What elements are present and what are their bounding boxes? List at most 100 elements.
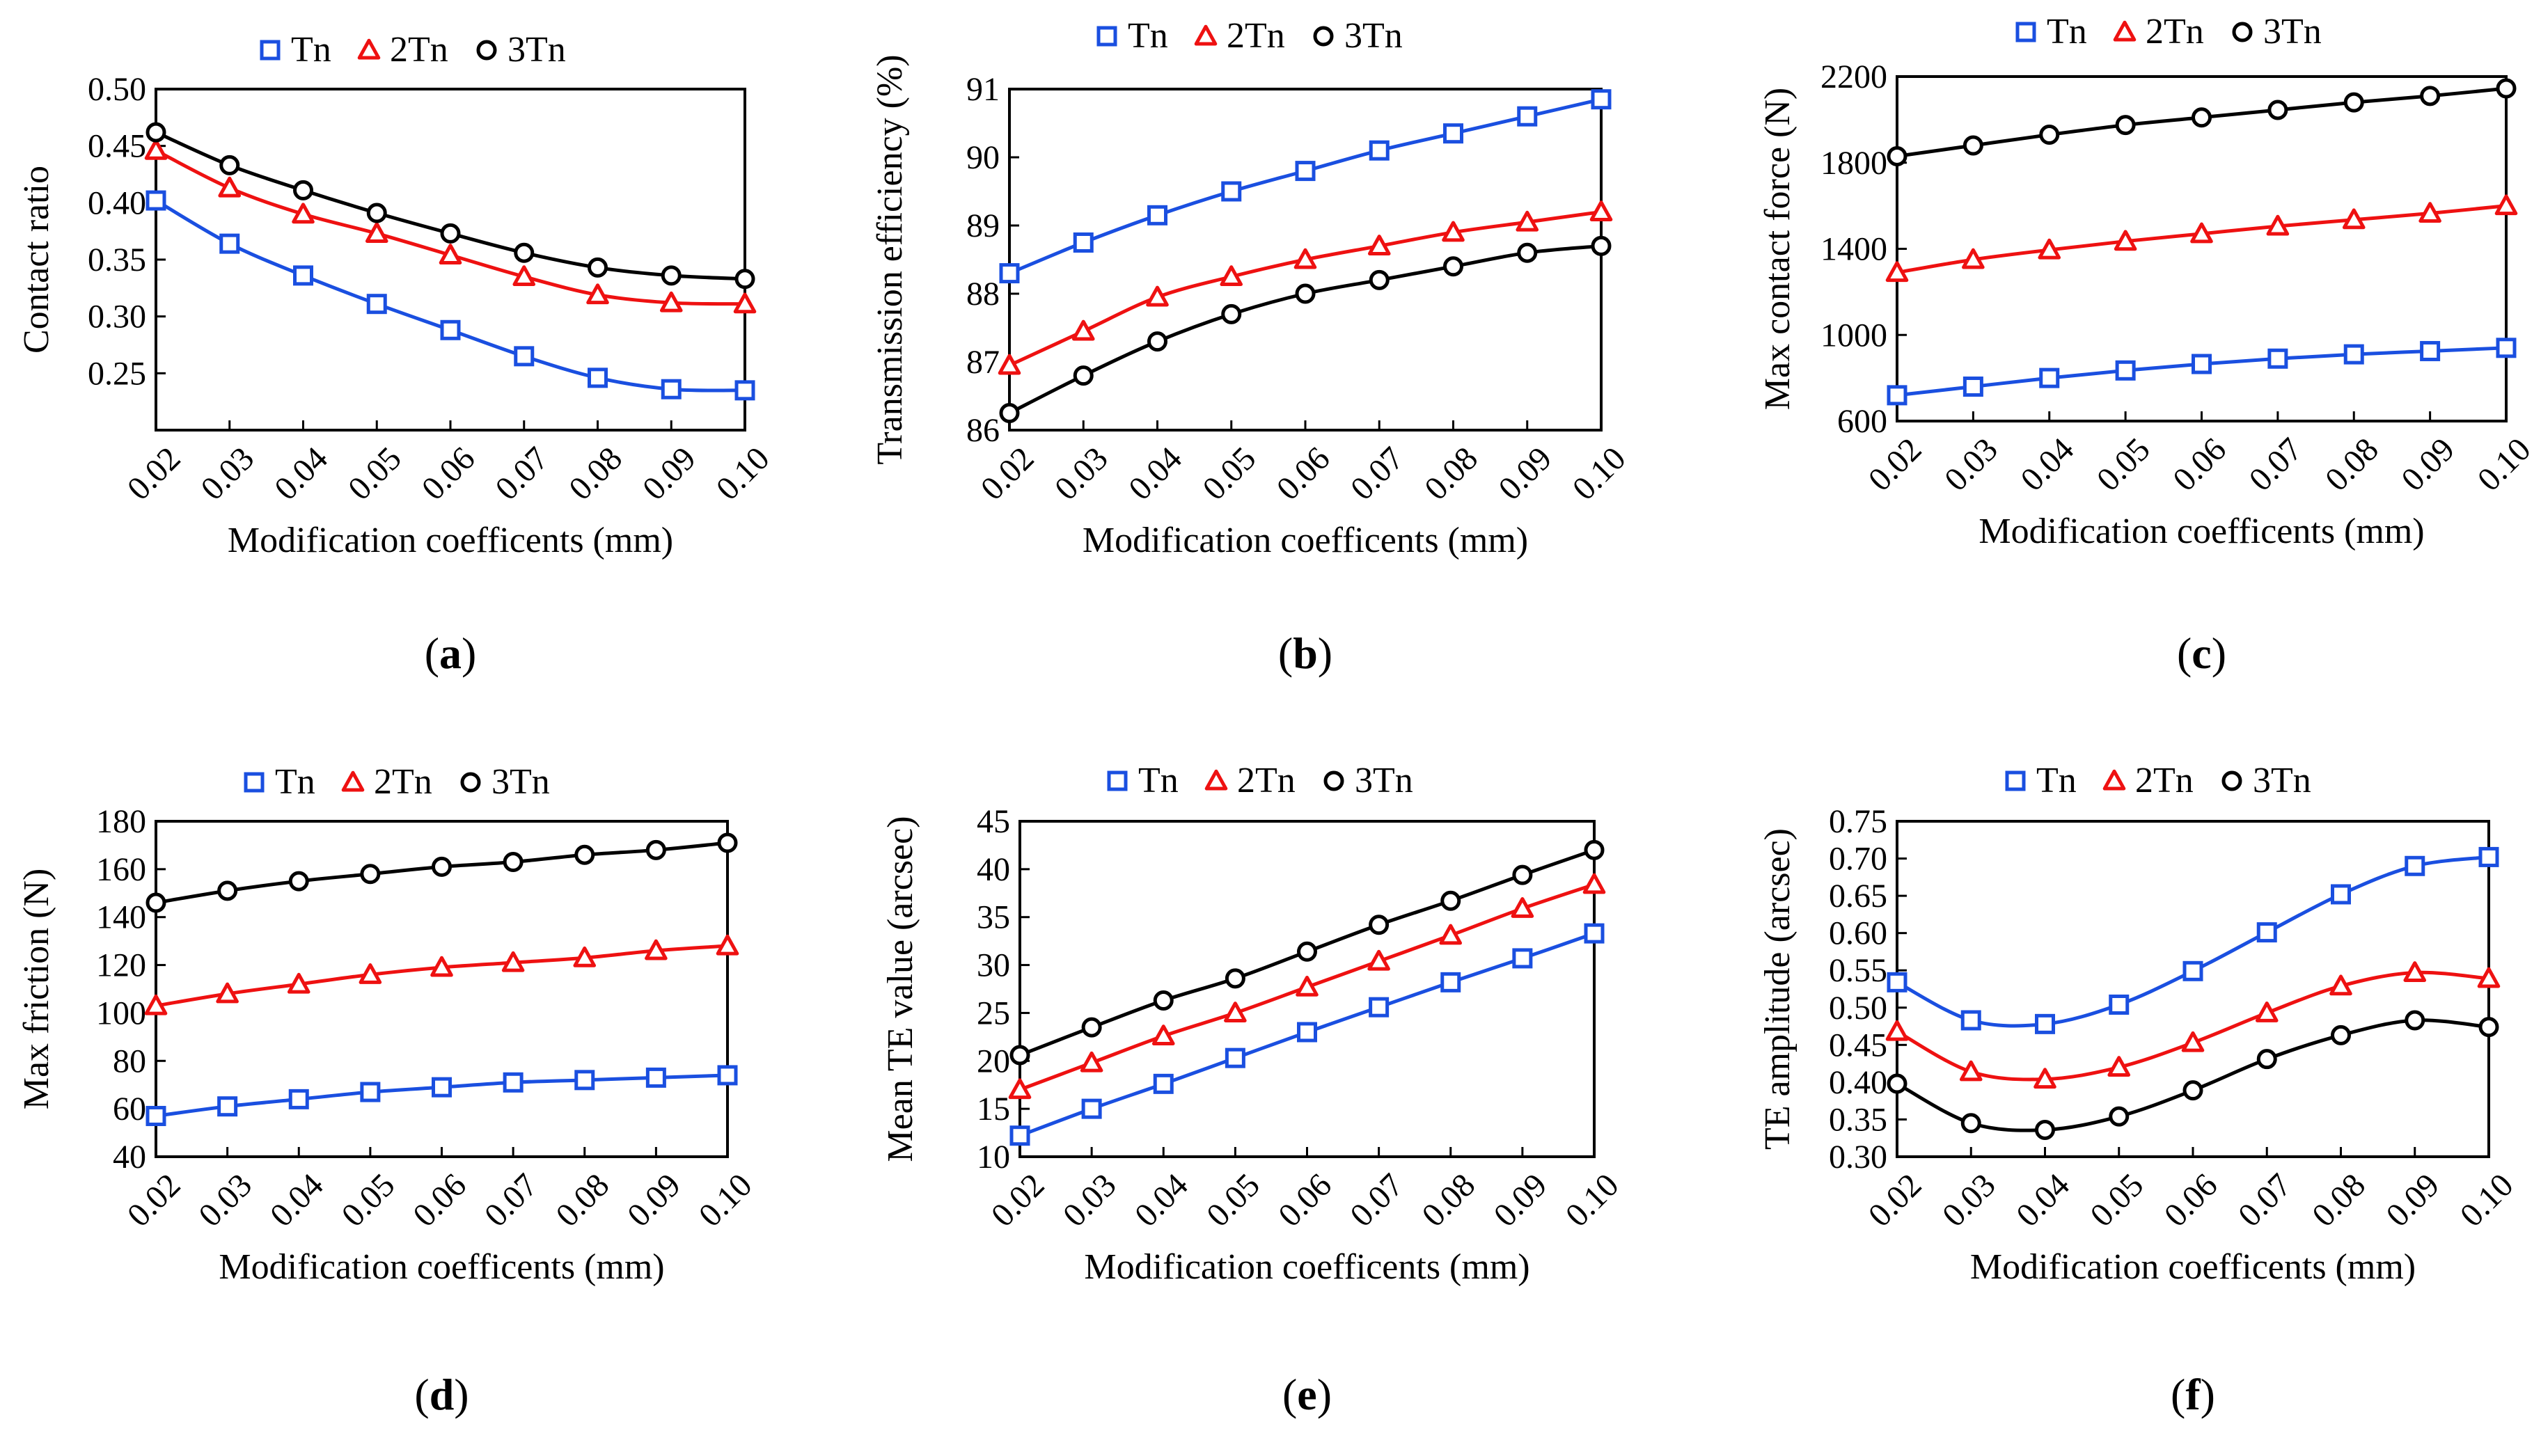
data-point-3Tn xyxy=(219,155,240,175)
data-point-3Tn xyxy=(1369,915,1390,935)
legend: Tn 2Tn 3Tn xyxy=(260,30,566,70)
legend-label-3Tn: 3Tn xyxy=(2253,761,2311,800)
data-point-3Tn xyxy=(2256,1049,2277,1070)
data-point-3Tn xyxy=(1147,331,1167,352)
data-point-Tn xyxy=(717,1065,738,1086)
legend-label-2Tn: 2Tn xyxy=(374,762,432,802)
data-point-2Tn xyxy=(1293,248,1317,269)
y-tick-label: 600 xyxy=(1837,403,1887,440)
data-point-3Tn xyxy=(1887,1073,1907,1094)
x-tick-label: 0.10 xyxy=(709,440,777,507)
y-tick-label: 0.40 xyxy=(1829,1064,1887,1101)
x-tick-label: 0.04 xyxy=(263,1166,331,1234)
data-point-2Tn xyxy=(216,982,239,1004)
y-tick-label: 0.65 xyxy=(1829,878,1887,915)
data-point-Tn xyxy=(1073,232,1094,253)
data-point-Tn xyxy=(1887,972,1907,992)
data-point-3Tn xyxy=(1591,235,1612,256)
legend: Tn 2Tn 3Tn xyxy=(1096,16,1403,56)
x-tick-label: 0.07 xyxy=(2231,1166,2299,1234)
data-point-Tn xyxy=(1440,972,1461,992)
data-point-Tn xyxy=(1517,106,1538,127)
data-point-3Tn xyxy=(1584,839,1605,860)
x-axis-label: Modification coefficents (mm) xyxy=(228,521,673,560)
data-point-Tn xyxy=(2478,846,2499,867)
y-tick-label: 25 xyxy=(977,995,1010,1031)
data-point-2Tn xyxy=(144,994,168,1015)
data-point-2Tn xyxy=(439,244,462,265)
y-tick-label: 0.50 xyxy=(1829,990,1887,1027)
data-point-2Tn xyxy=(1367,949,1390,971)
data-point-3Tn xyxy=(1073,365,1094,386)
y-tick-label: 140 xyxy=(96,899,146,936)
data-point-3Tn xyxy=(2182,1080,2203,1101)
x-tick-label: 0.04 xyxy=(2013,431,2081,498)
data-point-Tn xyxy=(2331,884,2351,905)
data-point-3Tn xyxy=(360,864,381,885)
panel-caption-letter: a xyxy=(439,628,462,678)
x-tick-label: 0.06 xyxy=(1271,1166,1339,1234)
legend-marker-3Tn xyxy=(1313,26,1334,47)
data-point-Tn xyxy=(1081,1098,1102,1119)
x-tick-label: 0.02 xyxy=(120,440,188,507)
legend-label-2Tn: 2Tn xyxy=(390,30,448,70)
data-point-3Tn xyxy=(145,122,166,143)
legend-label-2Tn: 2Tn xyxy=(2146,12,2204,52)
y-tick-label: 0.55 xyxy=(1829,952,1887,989)
y-axis-label: TE amplitude (arcsec) xyxy=(1758,828,1797,1150)
panel-caption: (a) xyxy=(425,628,477,678)
y-tick-label: 60 xyxy=(113,1091,146,1127)
data-point-2Tn xyxy=(430,956,453,977)
x-tick-label: 0.05 xyxy=(1195,440,1263,507)
data-point-3Tn xyxy=(1081,1017,1102,1038)
data-point-Tn xyxy=(588,367,608,388)
data-point-3Tn xyxy=(2267,100,2288,120)
data-point-Tn xyxy=(645,1067,666,1088)
x-tick-label: 0.10 xyxy=(2471,431,2538,498)
legend-marker-Tn xyxy=(244,772,265,793)
data-point-Tn xyxy=(1297,1022,1317,1043)
series-line-3Tn xyxy=(1008,244,1602,415)
x-tick-label: 0.04 xyxy=(267,440,335,507)
legend-marker-2Tn xyxy=(1194,24,1218,46)
data-point-2Tn xyxy=(2107,1056,2131,1077)
data-point-3Tn xyxy=(1225,968,1245,989)
data-point-Tn xyxy=(1584,923,1605,944)
x-tick-label: 0.03 xyxy=(1935,1166,2003,1234)
data-point-Tn xyxy=(1369,140,1390,161)
data-point-3Tn xyxy=(1295,283,1316,304)
data-point-Tn xyxy=(2420,340,2441,361)
x-tick-label: 0.09 xyxy=(620,1166,688,1234)
data-point-Tn xyxy=(1153,1073,1174,1094)
data-point-2Tn xyxy=(2266,214,2290,236)
data-point-Tn xyxy=(288,1089,309,1109)
panel-caption-letter: c xyxy=(2192,628,2211,678)
y-tick-label: 40 xyxy=(113,1139,146,1176)
x-tick-label: 0.10 xyxy=(1566,440,1633,507)
data-point-3Tn xyxy=(366,203,387,223)
data-point-Tn xyxy=(661,379,682,399)
series-line-Tn xyxy=(1896,855,2489,1028)
x-tick-label: 0.06 xyxy=(1270,440,1337,507)
legend-label-2Tn: 2Tn xyxy=(2135,761,2194,800)
x-tick-label: 0.05 xyxy=(2090,431,2157,498)
data-point-3Tn xyxy=(2331,1024,2351,1045)
data-point-3Tn xyxy=(1153,990,1174,1011)
y-tick-label: 0.50 xyxy=(88,71,146,108)
data-point-2Tn xyxy=(2329,974,2352,996)
data-point-2Tn xyxy=(2181,1031,2205,1052)
y-tick-label: 87 xyxy=(966,344,1000,381)
data-point-Tn xyxy=(2182,960,2203,981)
x-tick-label: 0.02 xyxy=(120,1166,188,1234)
data-point-3Tn xyxy=(1369,269,1390,290)
panel-caption-letter: e xyxy=(1297,1370,1316,1419)
legend-label-Tn: Tn xyxy=(275,762,315,802)
data-point-2Tn xyxy=(1224,1002,1247,1022)
data-point-2Tn xyxy=(716,934,739,956)
x-tick-label: 0.03 xyxy=(194,440,261,507)
data-point-3Tn xyxy=(1297,941,1317,962)
y-tick-label: 15 xyxy=(977,1091,1010,1127)
data-point-2Tn xyxy=(2033,1068,2056,1089)
data-point-Tn xyxy=(2405,855,2425,876)
